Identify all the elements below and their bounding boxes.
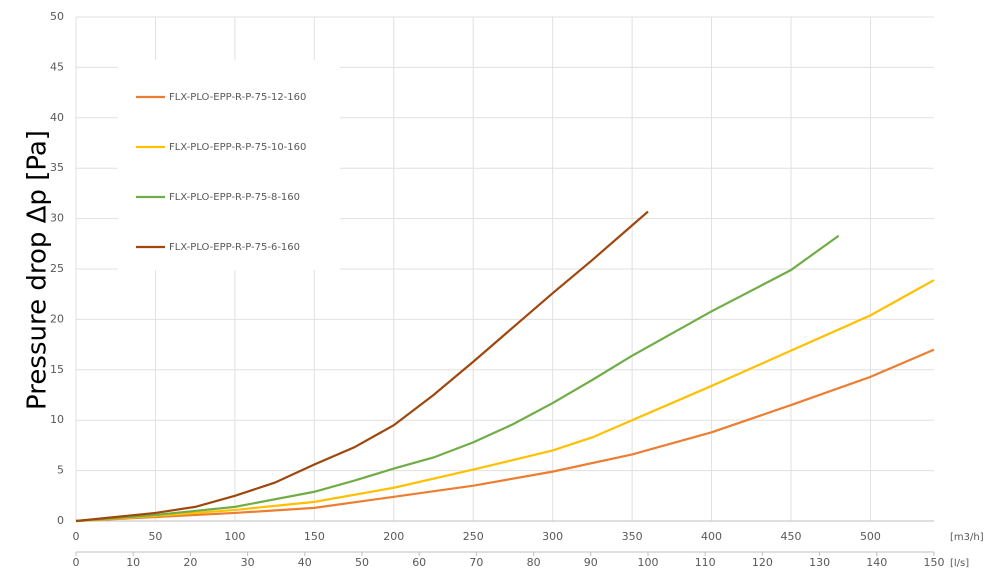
y-axis-label: Pressure drop Δp [Pa]	[23, 130, 53, 410]
x-tick-label: 400	[701, 530, 722, 543]
x-tick-label: 100	[224, 530, 245, 543]
x-tick-label: 300	[542, 530, 563, 543]
x2-tick-label: 110	[695, 556, 716, 569]
x2-tick-label: 30	[241, 556, 255, 569]
x2-tick-label: 130	[809, 556, 830, 569]
series-line	[75, 234, 840, 523]
legend-label: FLX-PLO-EPP-R-P-75-6-160	[169, 242, 300, 253]
x-tick-label: 500	[860, 530, 881, 543]
y-tick-label: 40	[50, 111, 64, 124]
y-tick-label: 45	[50, 60, 64, 73]
series-line	[75, 348, 935, 523]
x2-tick-label: 150	[924, 556, 945, 569]
legend-box	[118, 60, 340, 270]
x2-tick-label: 50	[355, 556, 369, 569]
x2-tick-label: 70	[469, 556, 483, 569]
x-tick-label: 50	[148, 530, 162, 543]
x2-tick-label: 90	[584, 556, 598, 569]
x-tick-label: 200	[383, 530, 404, 543]
x2-tick-label: 120	[752, 556, 773, 569]
series-line	[75, 279, 935, 523]
x-tick-label: 350	[622, 530, 643, 543]
y-tick-label: 25	[50, 262, 64, 275]
y-tick-label: 10	[50, 413, 64, 426]
legend-label: FLX-PLO-EPP-R-P-75-8-160	[169, 192, 300, 203]
x2-tick-label: 40	[298, 556, 312, 569]
x-axis-label: [m3/h]	[950, 532, 984, 543]
legend-label: FLX-PLO-EPP-R-P-75-10-160	[169, 142, 306, 153]
y-tick-label: 0	[57, 514, 64, 527]
series-line	[75, 210, 649, 523]
x2-tick-label: 0	[73, 556, 80, 569]
y-tick-label: 50	[50, 10, 64, 23]
x2-tick-label: 20	[183, 556, 197, 569]
x2-tick-label: 60	[412, 556, 426, 569]
y-tick-label: 5	[57, 464, 64, 477]
y-tick-label: 30	[50, 212, 64, 225]
x2-tick-label: 10	[126, 556, 140, 569]
y-tick-label: 35	[50, 161, 64, 174]
x-tick-label: 0	[73, 530, 80, 543]
x-tick-label: 450	[781, 530, 802, 543]
x-tick-label: 250	[463, 530, 484, 543]
x-tick-label: 150	[304, 530, 325, 543]
x2-tick-label: 100	[638, 556, 659, 569]
x2-tick-label: 140	[866, 556, 887, 569]
legend-label: FLX-PLO-EPP-R-P-75-12-160	[169, 92, 306, 103]
x2-axis-label: [l/s]	[950, 558, 969, 569]
y-tick-label: 20	[50, 312, 64, 325]
x2-tick-label: 80	[527, 556, 541, 569]
y-tick-label: 15	[50, 363, 64, 376]
